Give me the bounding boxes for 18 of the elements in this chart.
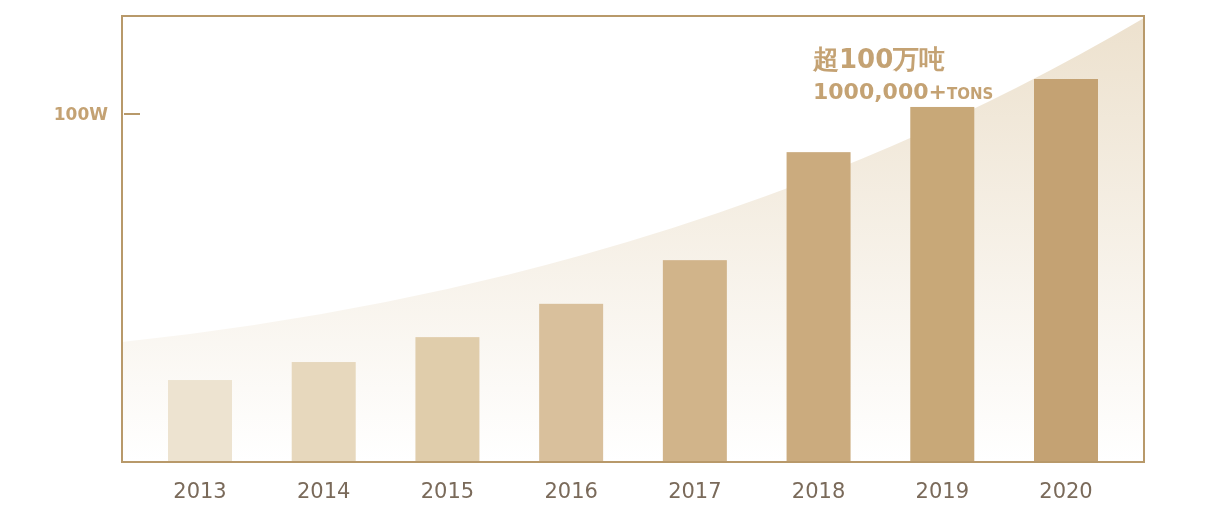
x-tick-label: 2019 (915, 479, 970, 503)
bar (291, 362, 356, 462)
bar (786, 152, 851, 462)
x-tick-label: 2015 (420, 479, 475, 503)
x-tick-label: 2016 (544, 479, 598, 503)
x-tick-label: 2018 (791, 479, 846, 503)
bar (662, 260, 727, 462)
x-tick-label: 2017 (668, 479, 722, 503)
x-tick-label: 2020 (1039, 479, 1093, 503)
bar (168, 380, 232, 462)
text: 100W (53, 104, 109, 124)
x-tick-label: 2013 (173, 479, 227, 503)
text: 超100万吨 (812, 44, 946, 74)
bar (910, 106, 975, 462)
annotation: 1000,000+TONS (813, 79, 994, 104)
bar (415, 337, 480, 462)
x-tick-label: 2014 (296, 479, 351, 503)
bar (539, 303, 604, 462)
